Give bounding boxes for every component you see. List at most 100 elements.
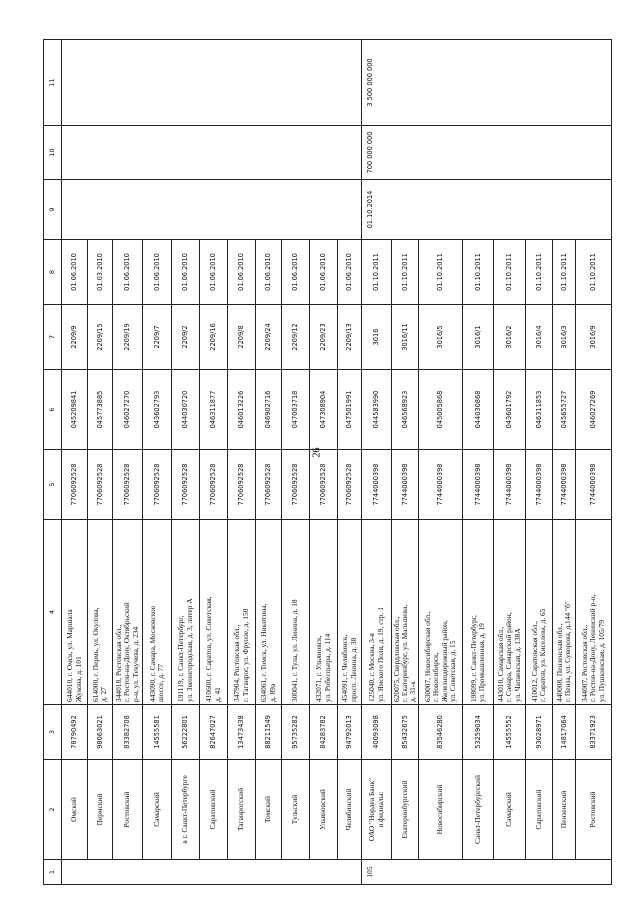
okpo-code: 88211549 <box>255 704 282 760</box>
branch-name: Омский <box>61 759 88 860</box>
bik-code: 045005868 <box>418 369 463 450</box>
registration-number: 2209/23 <box>309 304 338 370</box>
bank-branches-table: 1 2 3 4 5 6 7 8 9 10 11 Омский 78790492 644010, г. Ом… <box>43 39 612 885</box>
empty-col9 <box>61 179 362 240</box>
okpo-code: 83546280 <box>418 704 463 760</box>
amount-value: 700 000 000 <box>361 125 612 180</box>
okpo-code: 40093098 <box>361 704 392 760</box>
registration-number: 3016 <box>361 304 392 370</box>
registration-number: 2209/7 <box>142 304 172 370</box>
row-number-cell <box>61 859 362 885</box>
branch-address: 410012, Саратовская обл., г. Саратов, ул… <box>525 519 553 705</box>
document-table-rotated: 1 2 3 4 5 6 7 8 9 10 11 Омский 78790492 644010, г. Ом… <box>43 39 612 885</box>
branch-name: Ростовский <box>575 759 612 860</box>
date-value: 01.10.2011 <box>462 239 494 305</box>
date-value: 01.06.2010 <box>171 239 200 305</box>
inn-code: 7706092528 <box>142 449 172 520</box>
bik-code: 046013226 <box>227 369 256 450</box>
column-number-header: 6 <box>43 369 62 450</box>
branch-name: Санкт-Петербургский <box>462 759 494 860</box>
branch-address: 410600, г. Саратов, ул. Советская, д. 41 <box>199 519 228 705</box>
okpo-code: 82647027 <box>199 704 228 760</box>
branch-name: Челябинский <box>337 759 362 860</box>
registration-number: 2209/16 <box>199 304 228 370</box>
inn-code: 7706092528 <box>255 449 282 520</box>
date-value: 01.10.2011 <box>418 239 463 305</box>
registration-number: 2209/19 <box>112 304 143 370</box>
date-value: 01.03.2010 <box>87 239 113 305</box>
inn-code: 7744000398 <box>575 449 612 520</box>
bik-code: 046027269 <box>575 369 612 450</box>
inn-code: 7744000398 <box>493 449 526 520</box>
date-value: 01.06.2010 <box>281 239 310 305</box>
date-value: 01.06.2010 <box>61 239 88 305</box>
inn-code: 7744000398 <box>361 449 392 520</box>
column-number-header: 9 <box>43 179 62 240</box>
column-number-header: 3 <box>43 704 62 760</box>
date-value: 01.06.2010 <box>142 239 172 305</box>
branch-name: Тульский <box>281 759 310 860</box>
date-value: 01.10.2011 <box>575 239 612 305</box>
column-number-header: 1 <box>43 859 62 885</box>
inn-code: 7744000398 <box>418 449 463 520</box>
okpo-code: 78790492 <box>61 704 88 760</box>
branch-address: 644010, г. Омск, ул. Маршала Жукова, д. … <box>61 519 88 705</box>
header-row: 1 2 3 4 5 6 7 8 9 10 11 <box>43 39 62 885</box>
registration-number: 3016/1 <box>462 304 494 370</box>
inn-code: 7706092528 <box>61 449 88 520</box>
registration-number: 2209/15 <box>87 304 113 370</box>
registration-number: 2209/8 <box>227 304 256 370</box>
column-number-header: 2 <box>43 759 62 860</box>
table-row: Омский 78790492 644010, г. Омск, ул. Марша… <box>61 39 362 885</box>
bik-code: 045209841 <box>61 369 88 450</box>
bik-code: 046311853 <box>525 369 553 450</box>
total-amount-value: 3 500 000 000 <box>361 39 612 126</box>
branch-name: Ульяновский <box>309 759 338 860</box>
okpo-code: 56222801 <box>171 704 200 760</box>
inn-code: 7744000398 <box>391 449 419 520</box>
bik-code: 046311877 <box>199 369 228 450</box>
registration-number: 2209/13 <box>337 304 362 370</box>
okpo-code: 84283782 <box>309 704 338 760</box>
branch-name: Томский <box>255 759 282 860</box>
registration-number: 3016/5 <box>418 304 463 370</box>
branch-address: 440008, Пензенская обл., г. Пенза, ул. С… <box>552 519 576 705</box>
okpo-code: 83382708 <box>112 704 143 760</box>
okpo-code: 85432675 <box>391 704 419 760</box>
branch-address: 454091, г. Челябинск, просп. Ленина, д. … <box>337 519 362 705</box>
okpo-code: 95735282 <box>281 704 310 760</box>
branch-address: 443090, г. Самара, Московское шоссе, д. … <box>142 519 172 705</box>
branch-name: Екатеринбургский <box>391 759 419 860</box>
inn-code: 7706092528 <box>227 449 256 520</box>
branch-name: Самарский <box>142 759 172 860</box>
maturity-date: 01.10.2014 <box>361 179 612 240</box>
branch-name: Ростовский <box>112 759 143 860</box>
registration-number: 3016/9 <box>575 304 612 370</box>
inn-code: 7706092528 <box>171 449 200 520</box>
column-number-header: 11 <box>43 39 62 126</box>
inn-code: 7706092528 <box>281 449 310 520</box>
branch-address: 344007, Ростовская обл., г. Ростов-на-До… <box>575 519 612 705</box>
date-value: 01.10.2011 <box>493 239 526 305</box>
bik-code: 047308904 <box>309 369 338 450</box>
branch-address: 344018, Ростовская обл., г. Ростов-на-До… <box>112 519 143 705</box>
branch-name: Саратовский <box>525 759 553 860</box>
bik-code: 046568923 <box>391 369 419 450</box>
date-value: 01.06.2010 <box>255 239 282 305</box>
date-value: 01.10.2011 <box>525 239 553 305</box>
branch-name: Пензенский <box>552 759 576 860</box>
branch-address: 432071, г. Ульяновск, ул. Робеспьера, д.… <box>309 519 338 705</box>
date-value: 01.10.2011 <box>391 239 419 305</box>
okpo-code: 94792013 <box>337 704 362 760</box>
okpo-code: 13473438 <box>227 704 256 760</box>
okpo-code: 14817064 <box>552 704 576 760</box>
okpo-code: 83371923 <box>575 704 612 760</box>
column-number-header: 7 <box>43 304 62 370</box>
branch-name: в г. Санкт-Петербурге <box>171 759 200 860</box>
inn-code: 7744000398 <box>552 449 576 520</box>
registration-number: 3016/4 <box>525 304 553 370</box>
branch-address: 347904, Ростовская обл., г. Таганрог, ул… <box>227 519 256 705</box>
inn-code: 7744000398 <box>525 449 553 520</box>
date-value: 01.10.2011 <box>361 239 392 305</box>
inn-code: 7706092528 <box>337 449 362 520</box>
